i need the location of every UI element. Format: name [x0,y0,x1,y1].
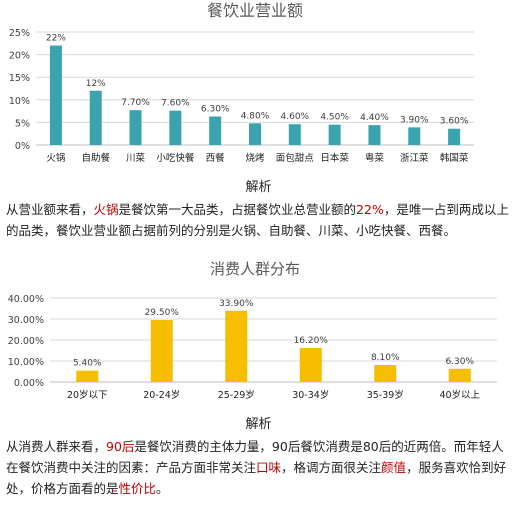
bar [249,123,261,145]
y-tick-label: 30.00% [8,315,44,326]
x-tick-label: 自助餐 [81,152,110,164]
bar [288,124,301,145]
x-tick-label: 面包甜点 [276,152,315,164]
x-tick-label: 40岁以上 [439,389,480,401]
y-tick-label: 10.00% [8,357,44,368]
bar [225,310,248,382]
x-tick-label: 粤菜 [365,152,385,164]
bar [299,347,322,382]
data-label: 6.30% [201,105,230,115]
text-segment: ，格调方面很关注 [281,460,382,475]
x-tick-label: 35-39岁 [367,389,404,401]
highlight-text: 颜值 [381,460,407,475]
x-tick-label: 韩国菜 [440,152,469,164]
x-tick-label: 20-24岁 [143,389,180,401]
text-segment: ，是唯一占到两成以上的品类，餐饮业营业额占据前列的分别是火锅、自助餐、川菜、小吃… [6,202,509,238]
data-label: 29.50% [145,308,180,318]
text-segment: 是餐饮第一大品类，占据餐饮业总营业额的 [118,202,357,217]
data-label: 4.60% [281,112,310,122]
chart-title: 消费人群分布 [210,260,300,278]
x-tick-label: 火锅 [46,153,65,164]
highlight-text: 火锅 [93,202,119,217]
data-label: 16.20% [294,336,329,346]
data-label: 8.10% [371,353,400,363]
bar [448,128,461,145]
data-label: 7.70% [121,98,150,108]
y-tick-label: 15% [9,73,30,84]
x-tick-label: 川菜 [126,152,146,164]
bar [76,370,99,382]
data-label: 12% [86,79,106,89]
x-tick-label: 小吃快餐 [156,152,195,164]
y-tick-label: 20.00% [8,336,44,347]
bar [328,124,341,145]
data-label: 22% [46,34,66,44]
y-tick-label: 25% [9,28,30,39]
data-label: 4.50% [320,113,349,123]
revenue-bar-chart: 餐饮业营业额 0% 5% 10% 15% 20% 25% 22% 12% 7.70% 7.60%… [9,1,474,164]
y-tick-label: 0.00% [14,378,44,389]
highlight-text: 性价比 [118,481,157,496]
bar [129,110,142,145]
bar [150,320,173,382]
x-tick-label: 30-34岁 [292,389,329,401]
x-tick-label: 25-29岁 [218,389,255,401]
analysis-paragraph: 从消费人群来看，90后是餐饮消费的主体力量，90后餐饮消费是80后的近两倍。而年… [6,436,514,499]
bar [169,110,182,145]
y-tick-label: 10% [9,96,30,107]
x-tick-label: 浙江菜 [400,152,429,164]
data-label: 5.40% [73,359,102,369]
data-label: 4.80% [241,111,270,121]
y-tick-label: 0% [15,141,30,152]
data-label: 4.40% [360,113,389,123]
analysis-paragraph: 从营业额来看，火锅是餐饮第一大品类，占据餐饮业总营业额的22%，是唯一占到两成以… [6,199,514,241]
x-tick-label: 烧烤 [245,152,265,164]
text-segment: 从消费人群来看， [6,439,107,454]
data-label: 33.90% [219,299,254,309]
bar [374,364,397,382]
x-tick-label: 20岁以下 [67,389,108,401]
x-tick-label: 日本菜 [320,152,349,164]
bar [89,90,102,145]
bar [448,368,471,382]
bar [209,116,222,145]
bar [49,45,62,146]
consumer-distribution-bar-chart: 消费人群分布 0.00% 10.00% 20.00% 30.00% 40.00% 5.4… [8,260,497,401]
analysis-caption: 解析 [245,180,272,195]
highlight-text: 90后 [106,439,135,454]
highlight-text: 口味 [256,460,282,475]
bar [368,125,381,145]
chart-title: 餐饮业营业额 [207,1,303,20]
data-label: 6.30% [445,357,474,367]
highlight-text: 22% [356,202,384,217]
text-segment: 。 [156,481,169,496]
analysis-caption: 解析 [245,417,272,432]
x-tick-label: 西餐 [206,152,226,164]
data-label: 3.60% [440,117,469,127]
data-label: 3.90% [400,115,429,125]
y-tick-label: 5% [15,118,30,129]
y-tick-label: 20% [9,51,30,62]
data-label: 7.60% [161,99,190,109]
text-segment: 从营业额来看， [6,202,94,217]
y-tick-label: 40.00% [8,294,44,305]
text-segment: 是餐饮消费的主体力量，90后餐饮消费是80后的近两倍。而年轻人在餐饮消费中关注的… [6,439,504,475]
bar [408,127,421,145]
text-segment: ，服务喜欢恰到好处，价格方面看的是 [6,460,507,496]
